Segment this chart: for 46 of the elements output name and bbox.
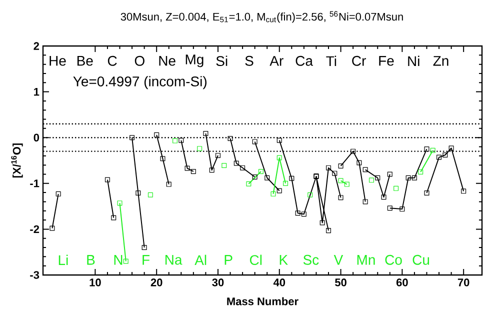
annotation: He [50, 56, 66, 66]
annotation: P [224, 255, 232, 265]
annotation: Ni [408, 56, 420, 66]
annotation: N [114, 255, 122, 265]
y-tick-label: -3 [30, 271, 40, 279]
annotation: Co [385, 254, 402, 265]
annotation: C [108, 56, 117, 66]
annotation: F [142, 255, 150, 265]
y-tick-label: -2 [30, 225, 40, 234]
annotation: Ye=0.4997 (incom-Si) [73, 76, 206, 90]
y-tick-label: -1 [30, 180, 40, 188]
annotation: K [280, 255, 288, 265]
y-tick-label: 1 [34, 88, 40, 96]
annotation: Be [77, 56, 93, 66]
y-tick-label: 0 [34, 134, 40, 142]
y-tick-label: 2 [34, 42, 40, 50]
annotation: Ar [270, 56, 284, 66]
x-tick-label: 70 [458, 278, 470, 286]
annotation: Cl [250, 254, 262, 266]
annotation: V [334, 255, 344, 265]
annotation: Si [216, 56, 228, 66]
x-tick-label: 20 [150, 278, 162, 286]
annotation: Mg [186, 54, 204, 68]
annotation: Na [165, 254, 182, 265]
annotation: B [87, 255, 95, 265]
annotation: Cr [352, 56, 366, 66]
x-tick-label: 40 [273, 278, 286, 286]
annotation: Mn [357, 255, 375, 265]
annotation: O [134, 56, 144, 66]
annotation: Al [194, 254, 206, 265]
x-tick-label: 60 [396, 278, 408, 286]
x-axis-title: Mass Number [227, 297, 298, 306]
chart-title: 30Msun, Z=0.004, E$_{51}$=1.0, M$_{cut}$(fin)=2.56, $^{56}$Ni=0.07Msun [120, 11, 403, 23]
x-tick-label: 10 [90, 278, 101, 286]
annotation: S [245, 56, 254, 66]
annotation: Cu [412, 254, 430, 265]
x-tick-label: 30 [212, 278, 224, 286]
annotation: Ti [326, 56, 336, 66]
annotation: Ne [159, 56, 176, 66]
annotation: Li [58, 254, 68, 265]
annotation: Zn [433, 56, 448, 66]
x-tick-label: 50 [335, 278, 346, 286]
annotation: Sc [303, 254, 319, 265]
y-axis-title: [X/$^{16}$O] [11, 143, 23, 178]
annotation: Fe [379, 56, 394, 66]
annotation: Ca [296, 56, 313, 66]
